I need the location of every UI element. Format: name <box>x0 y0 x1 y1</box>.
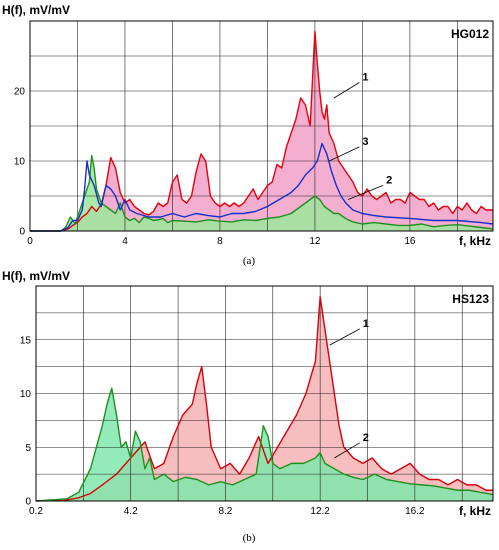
plot-frame <box>35 285 494 502</box>
x-tick-label: 8 <box>217 236 223 247</box>
annotation-leader <box>333 82 360 99</box>
panel-caption: (b) <box>243 532 256 544</box>
y-tick-label: 0 <box>19 227 25 238</box>
series-annotation-3: 3 <box>362 136 368 148</box>
annotation-leader <box>329 328 360 346</box>
y-tick-label: 0 <box>25 497 31 508</box>
annotation-leader <box>334 442 360 459</box>
x-axis-label-bg <box>445 504 493 518</box>
x-axis-label: f, kHz <box>459 234 491 248</box>
chart-panel-a: 0 4 8 12 16 0 10 20 H(f), mV/mV f, kHz HG012 1 3 2 (a) <box>2 3 494 267</box>
annotation-leader <box>329 146 360 162</box>
x-tick-label: 12 <box>309 236 321 247</box>
x-tick-label: 0.2 <box>29 506 43 517</box>
y-axis-label: H(f), mV/mV <box>2 269 70 283</box>
y-tick-label: 15 <box>20 335 32 346</box>
x-axis-label-bg <box>445 234 493 248</box>
chart-panel-b: 0.2 4.2 8.2 12.2 16.2 0 5 10 15 H(f), mV/mV f, kHz… <box>2 269 494 544</box>
x-tick-label: 16 <box>404 236 416 247</box>
x-axis-label: f, kHz <box>459 504 491 518</box>
series-annotation-1: 1 <box>363 318 369 330</box>
annotation-leader <box>348 185 384 200</box>
panel-caption: (a) <box>243 255 256 267</box>
x-tick-label: 4.2 <box>124 506 138 517</box>
y-tick-label: 5 <box>25 443 31 454</box>
x-tick-label: 8.2 <box>218 506 232 517</box>
series-annotation-1: 1 <box>362 72 368 84</box>
series-1-line <box>35 296 493 502</box>
x-tick-label: 12.2 <box>310 506 330 517</box>
series-annotation-2: 2 <box>386 174 392 186</box>
x-tick-label: 16.2 <box>405 506 425 517</box>
series-2-line <box>30 154 494 232</box>
y-tick-label: 20 <box>14 87 26 98</box>
y-tick-label: 10 <box>14 157 26 168</box>
plot-frame <box>29 20 494 232</box>
x-tick-label: 0 <box>27 236 33 247</box>
series-2-fill <box>36 388 493 501</box>
series-3-line <box>30 142 494 232</box>
y-axis-label: H(f), mV/mV <box>2 3 70 17</box>
series-1-line <box>30 30 493 232</box>
y-tick-label: 10 <box>20 389 32 400</box>
x-tick-label: 4 <box>122 236 128 247</box>
panel-tag: HG012 <box>451 27 489 41</box>
series-1-fill <box>30 31 493 231</box>
series-2-line <box>35 387 494 502</box>
series-annotation-2: 2 <box>363 432 369 444</box>
panel-tag: HS123 <box>452 292 489 306</box>
